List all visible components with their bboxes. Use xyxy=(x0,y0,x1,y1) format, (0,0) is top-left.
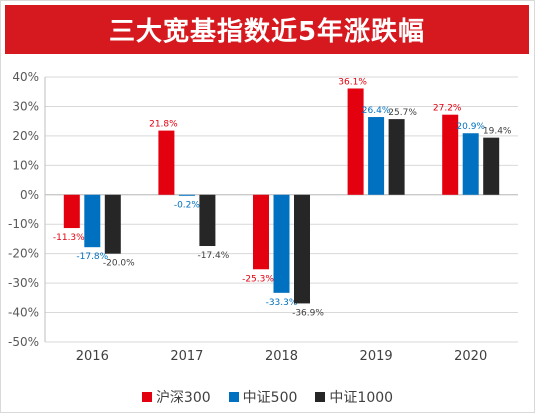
data-label: 19.4% xyxy=(483,127,512,137)
chart-title: 三大宽基指数近5年涨跌幅 xyxy=(108,17,426,47)
y-tick-label: -30% xyxy=(8,276,39,290)
bar xyxy=(388,119,405,195)
title-banner: 三大宽基指数近5年涨跌幅 xyxy=(5,5,529,54)
legend-label-csi1000: 中证1000 xyxy=(329,390,394,406)
bar xyxy=(294,194,310,304)
data-label: 20.9% xyxy=(456,122,485,132)
y-tick-label: 0% xyxy=(20,188,39,202)
bar xyxy=(84,194,101,248)
data-label: 27.2% xyxy=(433,104,462,114)
data-label: -25.3% xyxy=(242,274,274,284)
bar xyxy=(483,137,500,195)
legend-label-csi500: 中证500 xyxy=(242,390,298,406)
data-label: -17.4% xyxy=(197,251,229,261)
legend-swatch-csi1000 xyxy=(315,392,326,402)
data-label: -33.3% xyxy=(266,298,298,308)
bar xyxy=(199,194,216,247)
bar xyxy=(347,88,364,195)
x-tick-label: 2019 xyxy=(360,349,393,364)
y-tick-label: 10% xyxy=(12,158,39,172)
data-label: 25.7% xyxy=(388,108,417,118)
data-label: -36.9% xyxy=(292,308,324,318)
bar xyxy=(178,194,195,196)
data-label: -17.8% xyxy=(76,252,108,262)
legend-swatch-csi500 xyxy=(228,392,239,402)
bar xyxy=(104,194,121,254)
bar xyxy=(273,194,290,293)
data-label: 21.8% xyxy=(149,120,178,130)
legend-label-hs300: 沪深300 xyxy=(155,390,211,406)
bar xyxy=(368,117,385,195)
bar xyxy=(442,114,459,195)
y-tick-label: 20% xyxy=(12,129,39,143)
x-tick-label: 2018 xyxy=(265,349,298,364)
legend-item-hs300: 沪深300 xyxy=(141,387,211,407)
bar xyxy=(462,133,479,195)
y-tick-label: -50% xyxy=(8,335,39,349)
legend-item-csi500: 中证500 xyxy=(228,387,298,407)
legend-item-csi1000: 中证1000 xyxy=(315,387,393,407)
bar xyxy=(158,130,175,195)
data-label: -11.3% xyxy=(53,233,85,243)
y-tick-label: -40% xyxy=(8,306,39,320)
legend-swatch-hs300 xyxy=(141,392,152,402)
y-tick-label: -20% xyxy=(8,247,39,261)
y-tick-label: 40% xyxy=(12,70,39,84)
bar xyxy=(253,194,269,270)
bar xyxy=(63,194,80,229)
x-tick-label: 2017 xyxy=(170,349,203,364)
x-tick-label: 2020 xyxy=(454,349,487,364)
data-label: 26.4% xyxy=(362,106,391,116)
data-label: -0.2% xyxy=(174,200,201,210)
legend: 沪深300 中证500 中证1000 xyxy=(0,386,535,408)
data-label: 36.1% xyxy=(338,77,367,87)
y-tick-label: -10% xyxy=(8,217,39,231)
data-label: -20.0% xyxy=(103,259,135,269)
x-tick-label: 2016 xyxy=(76,349,109,364)
y-tick-label: 30% xyxy=(12,99,39,113)
